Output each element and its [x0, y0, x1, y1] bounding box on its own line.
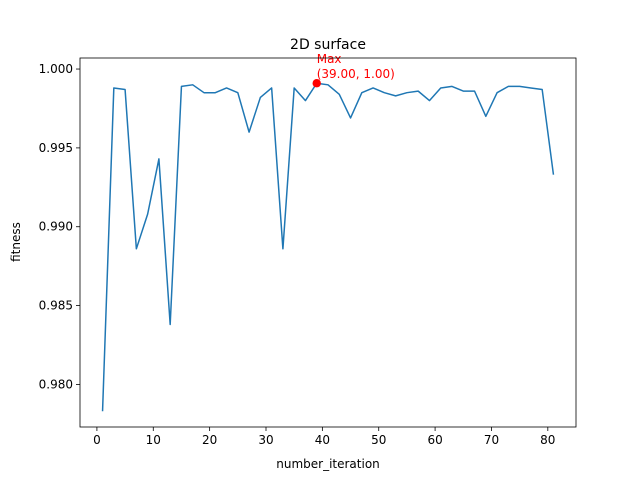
x-tick-label: 10	[146, 433, 161, 447]
x-tick-label: 80	[540, 433, 555, 447]
x-tick-label: 70	[484, 433, 499, 447]
x-tick-label: 50	[371, 433, 386, 447]
chart-title: 2D surface	[290, 37, 366, 53]
y-tick-label: 1.000	[39, 62, 73, 76]
max-annotation-label: Max	[317, 52, 342, 66]
series-line	[101, 82, 555, 412]
y-tick-label: 0.995	[39, 141, 73, 155]
y-axis-label: fitness	[9, 222, 23, 262]
x-tick-label: 40	[315, 433, 330, 447]
y-tick-label: 0.985	[39, 299, 73, 313]
x-tick-label: 20	[202, 433, 217, 447]
y-tick-label: 0.980	[39, 377, 73, 391]
plot-frame	[79, 57, 577, 428]
x-tick-label: 30	[258, 433, 273, 447]
x-axis-label: number_iteration	[276, 457, 380, 471]
max-point-marker	[312, 79, 321, 88]
y-tick-label: 0.990	[39, 220, 73, 234]
x-tick-label: 0	[93, 433, 101, 447]
max-annotation-coords: (39.00, 1.00)	[317, 67, 395, 81]
x-tick-label: 60	[427, 433, 442, 447]
